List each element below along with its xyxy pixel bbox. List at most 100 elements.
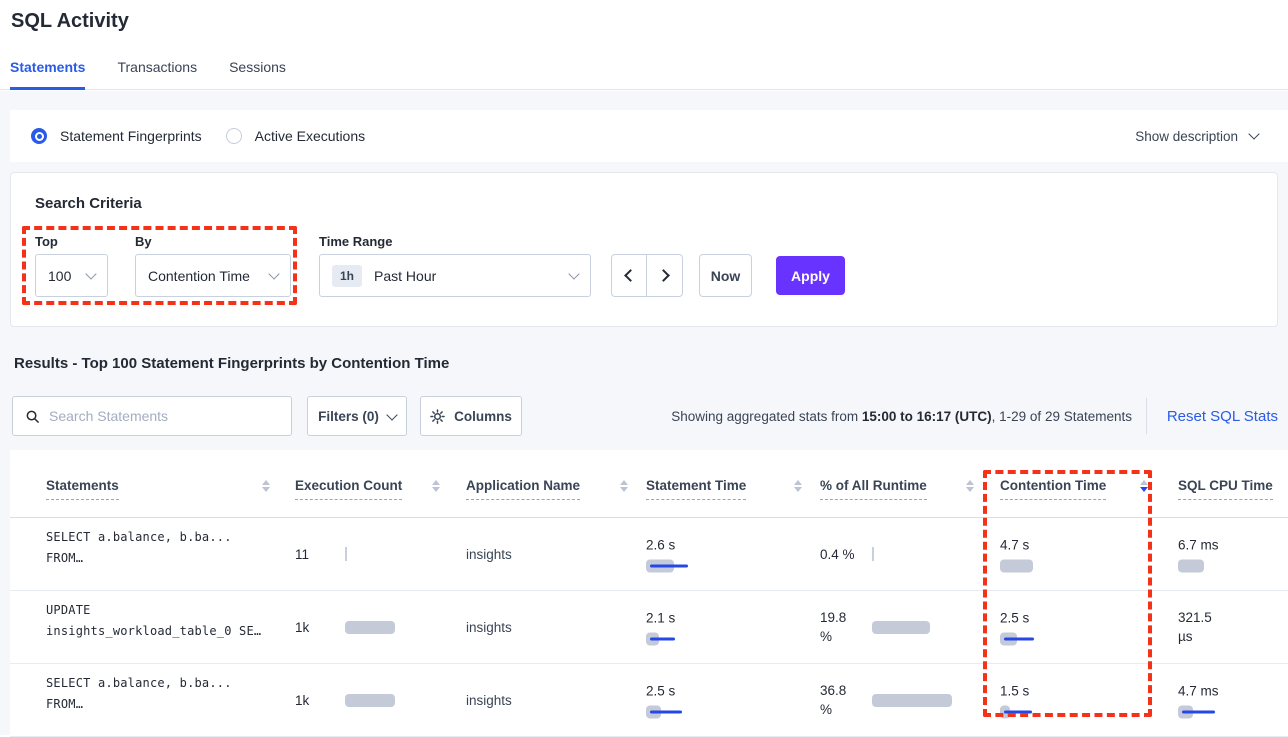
show-description-toggle[interactable]: Show description: [1135, 110, 1260, 162]
bar-blue-line: [1182, 710, 1215, 714]
search-criteria-title: Search Criteria: [35, 195, 142, 212]
column-header-statement-time[interactable]: Statement Time: [646, 478, 802, 500]
column-header-of-all-runtime[interactable]: % of All Runtime: [820, 478, 974, 500]
stats-suffix: , 1-29 of 29 Statements: [991, 408, 1132, 424]
time-range-label: Time Range: [319, 234, 393, 249]
column-header-label: Contention Time: [1000, 478, 1107, 500]
column-header-label: Statements: [46, 478, 119, 500]
radio-group: Statement Fingerprints Active Executions: [31, 128, 365, 144]
cell-value: 36.8%: [820, 683, 847, 717]
statement-link[interactable]: UPDATE insights_workload_table_0 SE…: [46, 600, 261, 642]
time-range-select[interactable]: 1h Past Hour: [319, 254, 591, 297]
sort-asc-icon: [432, 480, 440, 485]
view-toggle-bar: Statement Fingerprints Active Executions …: [10, 110, 1288, 162]
column-header-execution-count[interactable]: Execution Count: [295, 478, 440, 500]
reset-sql-stats-link[interactable]: Reset SQL Stats: [1166, 407, 1278, 425]
cell-value: 321.5: [1178, 610, 1212, 625]
statement-time-cell: 2.5 s: [646, 682, 682, 719]
cell-value: 2.5 s: [646, 683, 676, 699]
bar-blue-line: [1004, 710, 1032, 714]
bar-blue-line: [650, 564, 688, 568]
execution-count-cell: 1k: [295, 664, 395, 736]
filters-button[interactable]: Filters (0): [307, 396, 407, 436]
tick-gray: [872, 547, 874, 561]
columns-label: Columns: [454, 408, 512, 424]
execution-count-cell: 11: [295, 518, 347, 590]
column-header-label: Statement Time: [646, 478, 747, 500]
results-toolbar: Filters (0) Columns Showing aggregated s…: [0, 396, 1288, 436]
sort-asc-icon: [966, 480, 974, 485]
search-criteria-panel: Search Criteria Top 100 By Contention Ti…: [10, 172, 1278, 327]
statement-text: SELECT a.balance, b.ba...: [46, 530, 232, 544]
search-input[interactable]: [49, 408, 279, 424]
by-select[interactable]: Contention Time: [135, 254, 291, 297]
bar-gray: [872, 620, 930, 634]
gear-icon: [430, 408, 445, 424]
column-header-application-name[interactable]: Application Name: [466, 478, 628, 500]
application-name-cell: insights: [466, 518, 512, 590]
sql-cpu-time-cell: 6.7 ms: [1178, 536, 1219, 573]
results-heading: Results - Top 100 Statement Fingerprints…: [14, 355, 450, 372]
statement-text: insights_workload_table_0 SE…: [46, 624, 262, 638]
next-time-button[interactable]: [647, 255, 682, 296]
table-row: SELECT a.balance, b.ba... FROM… 1k insights…: [10, 664, 1288, 737]
top-select[interactable]: 100: [35, 254, 108, 297]
value-bar: [1000, 705, 1032, 719]
tab-sessions[interactable]: Sessions: [229, 59, 286, 75]
column-header-label: Execution Count: [295, 478, 403, 500]
table-row: UPDATE insights_workload_table_0 SE… 1k ins…: [10, 591, 1288, 664]
statement-link[interactable]: SELECT a.balance, b.ba... FROM…: [46, 527, 232, 569]
cell-value: 2.1 s: [646, 610, 676, 626]
sort-desc-icon: [1140, 487, 1148, 492]
cell-value: 1.5 s: [1000, 683, 1030, 699]
columns-button[interactable]: Columns: [420, 396, 522, 436]
contention-time-cell: 2.5 s: [1000, 609, 1034, 646]
sort-arrows-icon[interactable]: [262, 480, 270, 492]
sort-arrows-icon[interactable]: [966, 480, 974, 492]
stats-prefix: Showing aggregated stats from: [671, 408, 862, 424]
time-range-value: Past Hour: [374, 267, 437, 284]
runtime-pct-cell: 36.8%: [820, 664, 952, 736]
application-name-cell: insights: [466, 664, 512, 736]
now-button[interactable]: Now: [699, 254, 752, 297]
tab-statements[interactable]: Statements: [10, 48, 86, 90]
sort-arrows-icon[interactable]: [1140, 480, 1148, 492]
apply-button[interactable]: Apply: [776, 256, 845, 295]
column-header-sql-cpu-time[interactable]: SQL CPU Time: [1178, 478, 1288, 500]
column-header-contention-time[interactable]: Contention Time: [1000, 478, 1148, 500]
runtime-pct-cell: 0.4 %: [820, 518, 874, 590]
chevron-right-icon: [656, 269, 670, 282]
stats-range: 15:00 to 16:17 (UTC): [861, 408, 992, 424]
contention-time-cell: 1.5 s: [1000, 682, 1032, 719]
sort-desc-icon: [620, 487, 628, 492]
column-header-statements[interactable]: Statements: [46, 478, 270, 500]
table-header-row: Statements Execution Count Application Nam…: [10, 450, 1288, 518]
radio-label: Statement Fingerprints: [60, 128, 202, 144]
sort-asc-icon: [262, 480, 270, 485]
value-bar: [1178, 559, 1219, 573]
cell-value: 11: [295, 546, 310, 562]
stats-summary: Showing aggregated stats from 15:00 to 1…: [671, 396, 1132, 436]
cell-value: insights: [466, 546, 512, 562]
show-description-label: Show description: [1135, 128, 1238, 144]
table-body: SELECT a.balance, b.ba... FROM… 11 insights…: [10, 518, 1288, 737]
tab-bar: Statements Transactions Sessions: [0, 48, 1288, 90]
top-select-value: 100: [48, 267, 72, 284]
statement-text: UPDATE: [46, 603, 91, 617]
value-bar: [646, 705, 682, 719]
cell-value: µs: [1178, 629, 1193, 644]
chevron-down-icon: [1248, 128, 1260, 140]
statement-text: FROM…: [46, 697, 84, 711]
radio-option-statement-fingerprints[interactable]: Statement Fingerprints: [31, 128, 202, 144]
radio-option-active-executions[interactable]: Active Executions: [225, 128, 365, 144]
cell-value: 0.4 %: [820, 546, 855, 562]
statement-link[interactable]: SELECT a.balance, b.ba... FROM…: [46, 673, 232, 715]
sort-arrows-icon[interactable]: [620, 480, 628, 492]
previous-time-button[interactable]: [612, 255, 647, 296]
tab-transactions[interactable]: Transactions: [117, 59, 198, 75]
column-header-label: % of All Runtime: [820, 478, 927, 500]
sort-desc-icon: [966, 487, 974, 492]
sort-arrows-icon[interactable]: [432, 480, 440, 492]
sort-arrows-icon[interactable]: [794, 480, 802, 492]
sql-cpu-time-cell: 4.7 ms: [1178, 682, 1219, 719]
